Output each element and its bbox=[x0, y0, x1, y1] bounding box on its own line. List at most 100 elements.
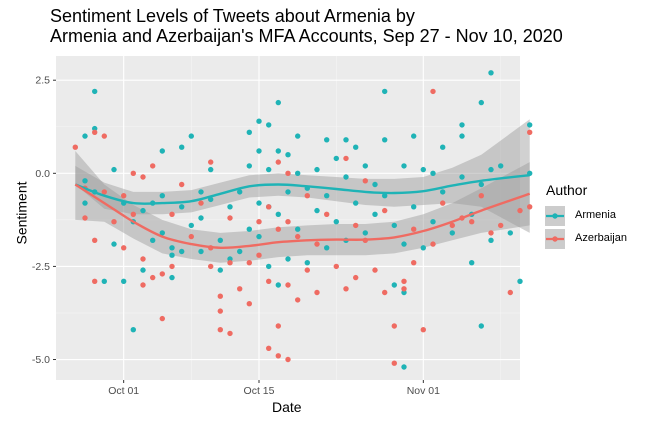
point-azerbaijan bbox=[488, 230, 494, 236]
point-azerbaijan bbox=[92, 278, 98, 284]
legend-key-point-azerbaijan bbox=[552, 236, 558, 242]
point-armenia bbox=[198, 189, 204, 195]
point-azerbaijan bbox=[169, 263, 175, 270]
point-armenia bbox=[198, 215, 204, 221]
point-azerbaijan bbox=[159, 315, 165, 322]
point-armenia bbox=[217, 267, 223, 273]
point-azerbaijan bbox=[256, 252, 262, 258]
point-armenia bbox=[246, 163, 252, 169]
point-armenia bbox=[420, 245, 426, 251]
point-armenia bbox=[121, 278, 127, 284]
point-armenia bbox=[285, 152, 291, 158]
point-armenia bbox=[382, 88, 388, 95]
point-azerbaijan bbox=[498, 222, 504, 229]
data-points bbox=[72, 70, 533, 370]
point-armenia bbox=[430, 170, 436, 176]
point-azerbaijan bbox=[478, 193, 484, 199]
point-azerbaijan bbox=[92, 237, 98, 243]
point-azerbaijan bbox=[401, 278, 407, 284]
point-azerbaijan bbox=[169, 211, 175, 217]
point-azerbaijan bbox=[266, 345, 272, 351]
point-azerbaijan bbox=[343, 155, 349, 162]
panel-background bbox=[56, 56, 520, 380]
point-azerbaijan bbox=[208, 263, 214, 270]
point-armenia bbox=[169, 274, 175, 281]
point-armenia bbox=[256, 148, 262, 154]
point-armenia bbox=[92, 88, 98, 95]
point-armenia bbox=[198, 248, 204, 255]
point-azerbaijan bbox=[217, 308, 223, 314]
point-azerbaijan bbox=[121, 193, 127, 199]
point-armenia bbox=[159, 148, 165, 154]
point-azerbaijan bbox=[333, 263, 339, 270]
point-azerbaijan bbox=[188, 233, 194, 240]
y-tick-label: -2.5 bbox=[32, 261, 50, 273]
legend-keys bbox=[545, 206, 565, 249]
point-armenia bbox=[304, 260, 310, 266]
point-armenia bbox=[82, 133, 88, 139]
point-azerbaijan bbox=[527, 204, 533, 210]
point-armenia bbox=[343, 137, 349, 143]
point-azerbaijan bbox=[382, 289, 388, 296]
point-armenia bbox=[507, 230, 513, 236]
point-armenia bbox=[111, 166, 117, 173]
point-azerbaijan bbox=[285, 356, 291, 363]
point-azerbaijan bbox=[130, 170, 136, 176]
point-armenia bbox=[353, 200, 359, 206]
point-azerbaijan bbox=[295, 297, 301, 303]
legend-title: Author bbox=[546, 182, 588, 198]
point-armenia bbox=[478, 99, 484, 106]
point-armenia bbox=[411, 133, 417, 139]
point-armenia bbox=[488, 166, 494, 173]
point-armenia bbox=[372, 211, 378, 217]
point-armenia bbox=[169, 245, 175, 251]
point-armenia bbox=[179, 248, 185, 255]
point-azerbaijan bbox=[275, 323, 281, 329]
point-armenia bbox=[237, 248, 243, 255]
point-azerbaijan bbox=[391, 360, 397, 366]
point-armenia bbox=[208, 166, 214, 173]
point-armenia bbox=[266, 166, 272, 173]
point-armenia bbox=[459, 122, 465, 128]
point-armenia bbox=[92, 125, 98, 132]
point-armenia bbox=[488, 70, 494, 76]
point-azerbaijan bbox=[179, 181, 185, 188]
point-armenia bbox=[179, 204, 185, 210]
point-azerbaijan bbox=[121, 245, 127, 251]
point-armenia bbox=[256, 200, 262, 206]
point-armenia bbox=[324, 193, 330, 199]
point-armenia bbox=[246, 226, 252, 232]
point-armenia bbox=[159, 230, 165, 236]
point-armenia bbox=[372, 181, 378, 188]
point-azerbaijan bbox=[517, 207, 523, 214]
point-armenia bbox=[179, 144, 185, 150]
point-azerbaijan bbox=[140, 282, 146, 288]
axes: 2.5 0.0 -2.5 -5.0 Oct 01 Oct 15 Nov 01 bbox=[32, 75, 440, 397]
point-armenia bbox=[159, 193, 165, 199]
point-azerbaijan bbox=[469, 219, 475, 225]
point-azerbaijan bbox=[275, 159, 281, 165]
point-armenia bbox=[449, 230, 455, 236]
point-azerbaijan bbox=[304, 193, 310, 199]
confidence-band-armenia bbox=[75, 119, 530, 233]
point-armenia bbox=[517, 278, 523, 284]
point-armenia bbox=[256, 118, 262, 124]
point-azerbaijan bbox=[246, 301, 252, 307]
point-azerbaijan bbox=[353, 222, 359, 229]
point-armenia bbox=[246, 129, 252, 135]
point-azerbaijan bbox=[101, 133, 108, 139]
point-armenia bbox=[295, 226, 301, 232]
point-armenia bbox=[275, 211, 281, 217]
y-tick-label: -5.0 bbox=[32, 354, 50, 366]
point-azerbaijan bbox=[237, 286, 243, 292]
x-tick-label: Nov 01 bbox=[407, 385, 440, 397]
point-armenia bbox=[411, 204, 417, 210]
confidence-band-azerbaijan bbox=[75, 151, 530, 263]
point-azerbaijan bbox=[198, 200, 204, 206]
point-azerbaijan bbox=[401, 286, 407, 292]
point-azerbaijan bbox=[217, 293, 223, 299]
y-axis-title: Sentiment bbox=[13, 181, 30, 245]
point-armenia bbox=[266, 122, 272, 128]
point-armenia bbox=[488, 237, 494, 243]
point-azerbaijan bbox=[362, 178, 368, 184]
